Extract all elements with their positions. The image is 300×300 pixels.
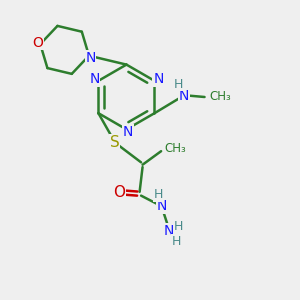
Text: N: N xyxy=(164,224,174,238)
Text: O: O xyxy=(32,36,43,50)
Text: N: N xyxy=(123,125,133,139)
Text: H: H xyxy=(172,235,181,248)
Text: S: S xyxy=(110,135,119,150)
Text: CH₃: CH₃ xyxy=(209,91,231,103)
Text: H: H xyxy=(154,188,163,201)
Text: CH₃: CH₃ xyxy=(165,142,186,155)
Text: N: N xyxy=(153,72,164,86)
Text: N: N xyxy=(157,199,167,213)
Text: H: H xyxy=(174,220,183,233)
Text: O: O xyxy=(113,185,125,200)
Text: N: N xyxy=(85,51,96,65)
Text: H: H xyxy=(174,78,183,91)
Text: N: N xyxy=(179,88,189,103)
Text: N: N xyxy=(89,72,100,86)
